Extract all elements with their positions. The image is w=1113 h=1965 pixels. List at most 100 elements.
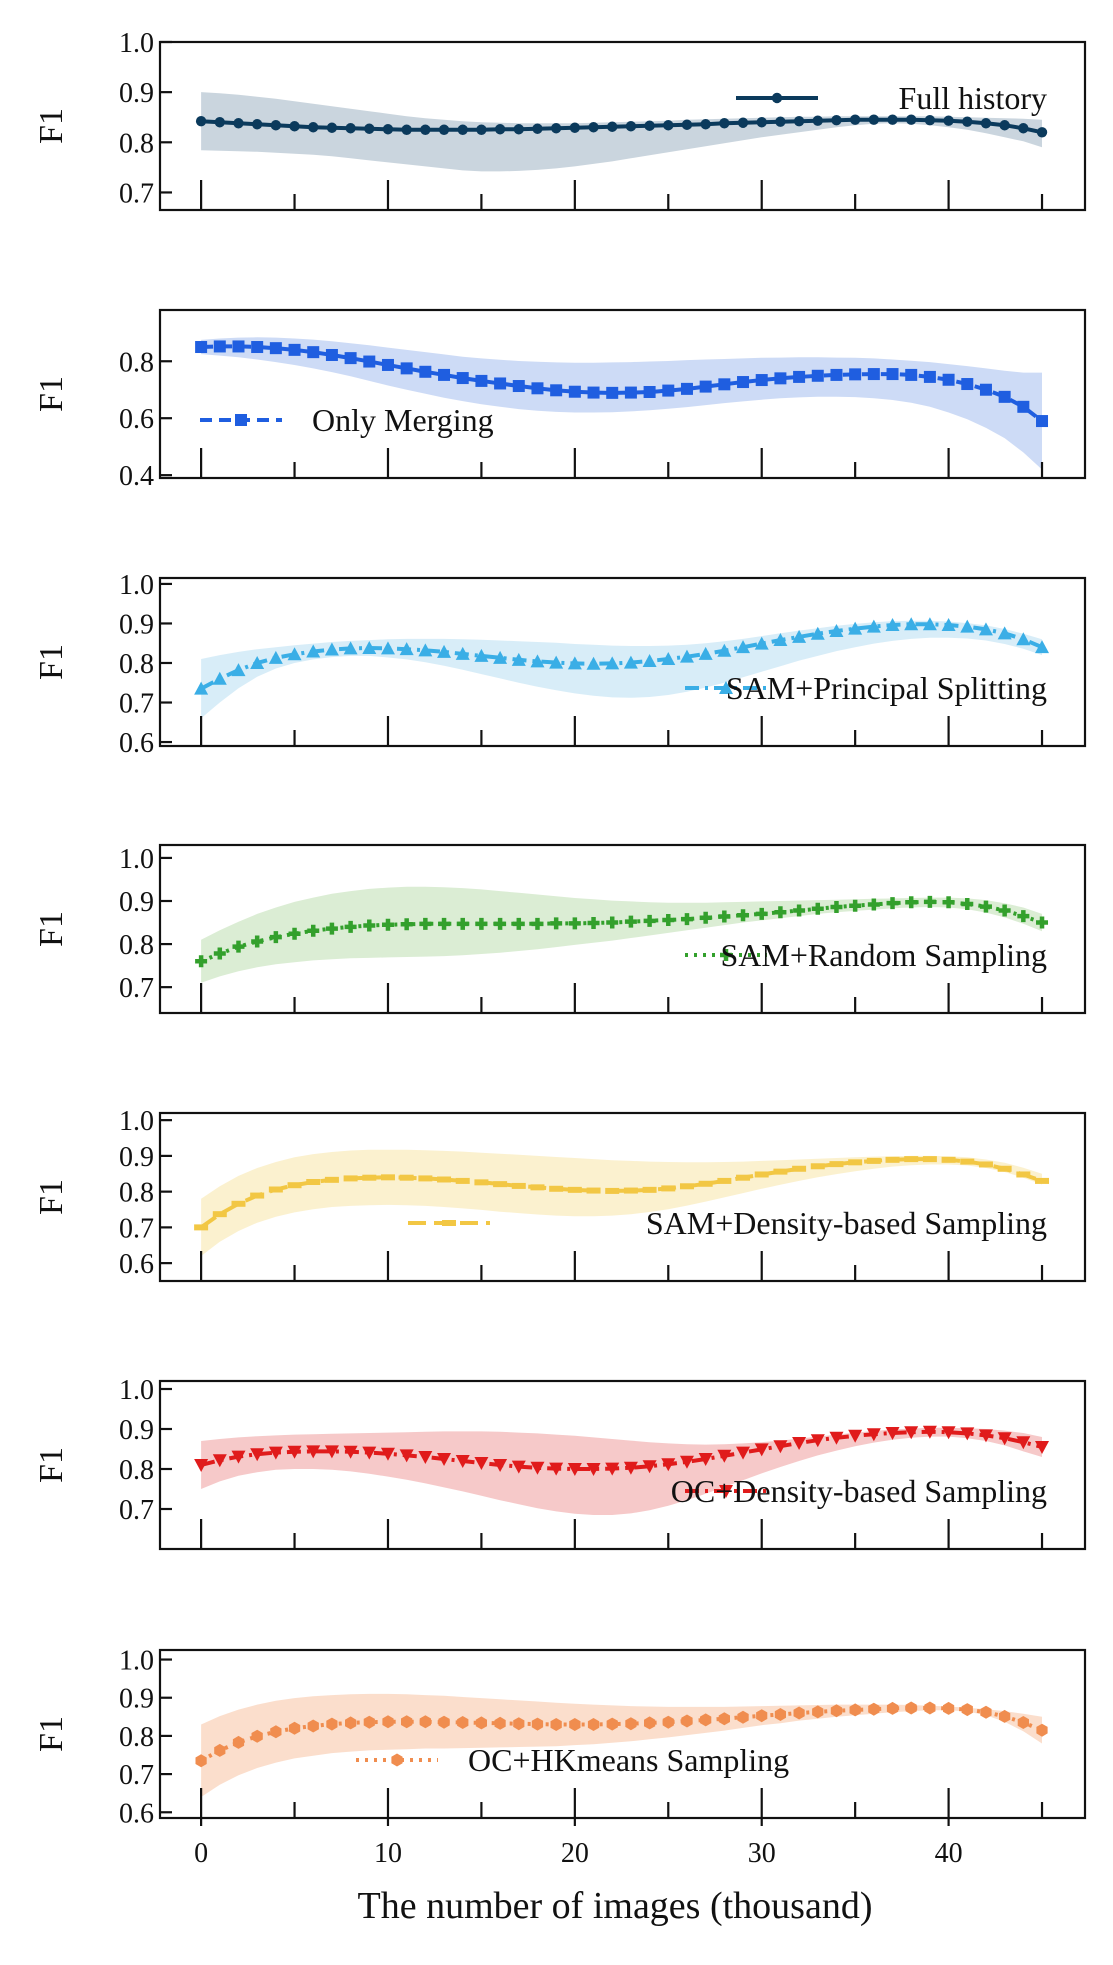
data-point (587, 1718, 600, 1731)
data-point (213, 947, 226, 960)
data-point (605, 656, 620, 670)
data-point (1016, 1436, 1031, 1450)
data-point (606, 916, 619, 929)
y-tick-label: 0.7 (119, 178, 154, 209)
legend-label: SAM+Density-based Sampling (646, 1205, 1047, 1241)
data-point (195, 341, 208, 354)
data-point (363, 919, 376, 932)
data-point (755, 907, 768, 920)
data-point (530, 654, 545, 668)
data-point (923, 370, 936, 383)
data-point (718, 910, 731, 923)
data-point (325, 348, 338, 361)
data-point (756, 1709, 768, 1723)
data-point (700, 119, 711, 130)
data-point (810, 626, 825, 640)
y-axis-label: F1 (33, 376, 70, 412)
data-point (625, 121, 637, 132)
data-point (905, 368, 918, 381)
data-point (400, 362, 413, 375)
data-point (978, 622, 993, 636)
data-point (1017, 400, 1030, 413)
data-point (606, 1717, 618, 1731)
y-tick-label: 0.9 (119, 887, 154, 918)
data-point (905, 896, 918, 909)
data-point (961, 1703, 973, 1717)
data-point (849, 114, 861, 125)
data-point (623, 655, 638, 669)
legend-label: OC+HKmeans Sampling (468, 1742, 789, 1778)
data-point (831, 115, 842, 126)
data-point (718, 1712, 730, 1726)
data-point (232, 340, 245, 353)
data-point (195, 955, 208, 968)
data-point (418, 643, 433, 657)
data-point (699, 380, 712, 393)
confidence-band (201, 92, 1043, 172)
data-point (942, 896, 955, 909)
data-point (998, 904, 1011, 917)
data-point (979, 900, 992, 913)
data-point (324, 1445, 339, 1459)
y-tick-label: 0.6 (119, 1249, 154, 1280)
data-point (550, 917, 563, 930)
data-point (438, 124, 450, 135)
data-point (419, 365, 432, 378)
data-point (213, 340, 226, 353)
y-tick-label: 0.7 (119, 973, 154, 1004)
panel-2: 0.4 0.6 0.8 F1 Only Merging (33, 308, 1087, 492)
data-point (437, 644, 452, 658)
data-point (476, 124, 487, 135)
data-point (250, 655, 265, 669)
data-point (624, 915, 637, 928)
legend-marker (719, 681, 733, 694)
y-tick-label: 0.7 (119, 1495, 154, 1526)
data-point (848, 1429, 863, 1443)
data-point (829, 1431, 844, 1445)
data-point (269, 342, 282, 355)
data-point (661, 1458, 676, 1472)
data-point (886, 1701, 899, 1715)
data-point (830, 368, 843, 381)
y-tick-label: 1.0 (119, 570, 154, 601)
data-point (922, 1425, 937, 1439)
data-point (382, 124, 394, 135)
data-point (550, 384, 563, 397)
data-point (569, 122, 581, 133)
data-point (194, 681, 209, 695)
data-point (980, 1705, 992, 1719)
data-point (307, 346, 320, 359)
series-line (199, 1157, 1043, 1230)
legend-marker (771, 92, 783, 104)
data-point (644, 1716, 656, 1730)
data-point (362, 1446, 377, 1460)
data-point (567, 656, 582, 670)
series-line (201, 344, 1044, 423)
y-tick-label: 1.0 (119, 28, 154, 59)
y-tick-label: 0.8 (119, 930, 154, 961)
data-point (625, 1717, 637, 1731)
data-point (212, 671, 227, 685)
data-point (268, 1446, 283, 1460)
panel-5: 0.6 0.7 0.8 0.9 1.0 F1 SAM+Density-based Sampl… (33, 1106, 1087, 1283)
data-point (849, 899, 862, 912)
data-point (867, 368, 880, 381)
data-point (774, 906, 787, 919)
data-point (718, 378, 731, 391)
y-tick-label: 1.0 (119, 1106, 154, 1137)
data-point (866, 619, 881, 633)
data-point (866, 1428, 881, 1442)
data-point (661, 652, 676, 666)
data-point (512, 380, 525, 393)
data-point (979, 383, 992, 396)
data-point (980, 118, 992, 129)
data-point (494, 1716, 506, 1730)
data-point (811, 902, 824, 915)
data-point (568, 917, 581, 930)
data-point (997, 1432, 1012, 1446)
data-point (306, 1445, 321, 1459)
data-point (1035, 1441, 1050, 1454)
data-point (773, 633, 788, 647)
data-point (679, 1455, 694, 1469)
